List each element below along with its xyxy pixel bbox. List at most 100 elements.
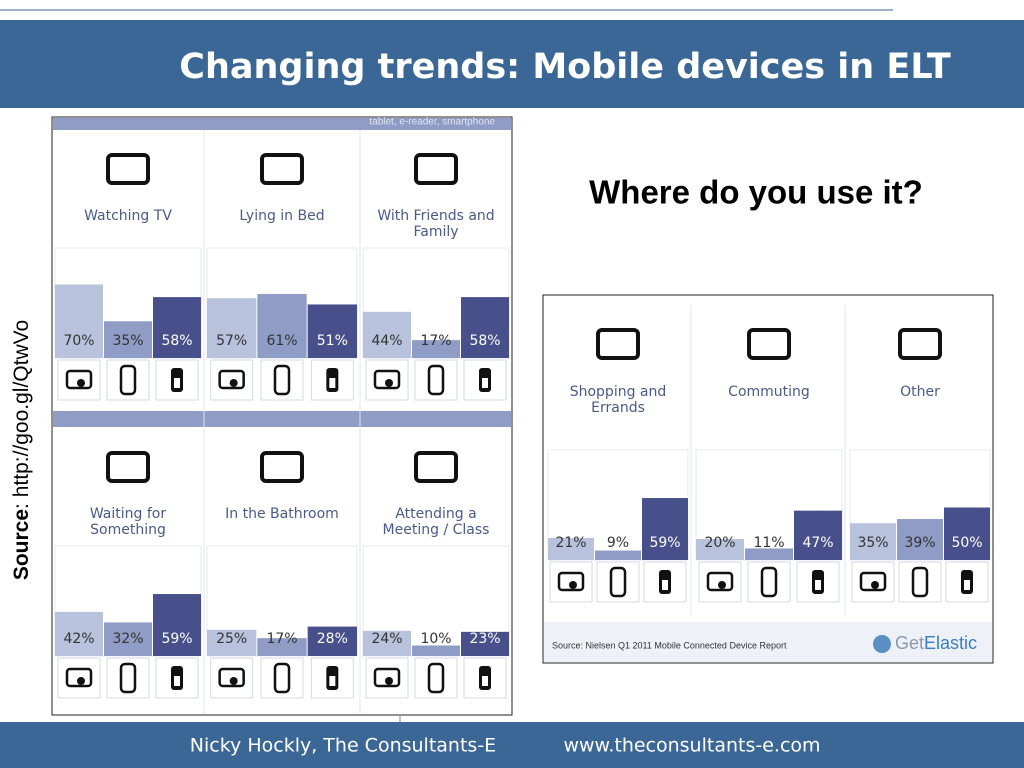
tablet-icon xyxy=(373,369,401,390)
value-label: 59% xyxy=(161,631,192,647)
bar xyxy=(307,304,357,358)
hand xyxy=(718,581,726,589)
bar xyxy=(461,297,509,358)
value-label: 51% xyxy=(317,333,348,349)
value-label: 32% xyxy=(112,631,143,647)
icon xyxy=(260,153,304,185)
tablet-icon xyxy=(218,667,245,688)
reader-icon xyxy=(427,364,445,396)
keys xyxy=(815,580,821,590)
panel-title: Shopping and Errands xyxy=(569,384,667,416)
value-label: 17% xyxy=(420,333,451,349)
value-label: 21% xyxy=(555,535,586,551)
keys xyxy=(662,580,668,590)
bar xyxy=(257,638,307,656)
panel-title: In the Bathroom xyxy=(225,506,339,522)
logo-get: Get xyxy=(895,633,924,653)
icon-box xyxy=(365,359,409,401)
bar xyxy=(548,537,594,560)
keys xyxy=(329,378,336,388)
title-band xyxy=(0,20,1024,108)
bar xyxy=(104,321,152,358)
tablet-icon xyxy=(373,667,401,688)
bar xyxy=(363,630,411,656)
panel-title: With Friends and Family xyxy=(377,208,495,240)
source-url: : http://goo.gl/QtwVo xyxy=(10,320,33,509)
infographic-footer xyxy=(544,622,992,662)
panel-title: Other xyxy=(900,384,940,400)
question: Where do you use it? xyxy=(589,174,923,211)
value-label: 28% xyxy=(317,631,348,647)
value-label: 42% xyxy=(63,631,94,647)
panel-title: Attending a Meeting / Class xyxy=(382,506,490,538)
tablet-icon xyxy=(65,667,93,688)
icon xyxy=(898,328,942,360)
reader-icon xyxy=(273,662,291,694)
value-label: 35% xyxy=(112,333,143,349)
value-label: 58% xyxy=(161,333,192,349)
footer-band xyxy=(0,722,1024,768)
bar xyxy=(745,548,793,560)
hand xyxy=(77,677,85,685)
value-label: 9% xyxy=(607,535,629,551)
reader-icon xyxy=(911,566,929,598)
footer-url: www.theconsultants-e.com xyxy=(563,735,820,757)
value-label: 39% xyxy=(904,535,935,551)
bar xyxy=(595,550,641,560)
tablet-icon xyxy=(65,369,93,390)
tablet-icon xyxy=(859,571,887,592)
panel-title: Commuting xyxy=(728,384,810,400)
bar xyxy=(642,498,688,560)
bar xyxy=(55,611,103,656)
logo-elastic: Elastic xyxy=(924,633,977,653)
bar xyxy=(153,594,201,656)
logo: GetElastic xyxy=(895,633,977,653)
strip xyxy=(53,118,511,130)
icon xyxy=(106,153,150,185)
value-label: 70% xyxy=(63,333,94,349)
panel-title: Lying in Bed xyxy=(239,208,325,224)
value-label: 23% xyxy=(469,631,500,647)
value-label: 20% xyxy=(704,535,735,551)
bar xyxy=(55,284,103,358)
hand xyxy=(385,677,393,685)
strip xyxy=(53,411,511,427)
reader-icon xyxy=(119,662,137,694)
icon xyxy=(260,451,304,483)
tablet-icon xyxy=(218,369,245,390)
hand xyxy=(569,581,577,589)
value-label: 25% xyxy=(216,631,247,647)
reader-icon xyxy=(760,566,778,598)
hand xyxy=(229,379,238,387)
hand xyxy=(77,379,85,387)
value-label: 59% xyxy=(649,535,680,551)
bar xyxy=(412,340,460,358)
bar xyxy=(850,523,896,560)
infographic-header: tablet, e-reader, smartphone xyxy=(369,117,495,128)
value-label: 24% xyxy=(371,631,402,647)
value-label: 58% xyxy=(469,333,500,349)
bar xyxy=(794,510,842,560)
value-label: 11% xyxy=(753,535,784,551)
reader-icon xyxy=(119,364,137,396)
value-label: 57% xyxy=(216,333,247,349)
footer-author: Nicky Hockly, The Consultants-E xyxy=(190,735,496,757)
bar xyxy=(307,626,357,656)
tablet-icon xyxy=(706,571,734,592)
icon xyxy=(414,153,458,185)
keys xyxy=(329,676,336,686)
value-label: 44% xyxy=(371,333,402,349)
bar xyxy=(257,293,307,358)
keys xyxy=(964,580,970,590)
reader-icon xyxy=(273,364,291,396)
bar xyxy=(153,297,201,358)
value-label: 17% xyxy=(266,631,297,647)
logo-mark xyxy=(873,635,891,653)
value-label: 35% xyxy=(857,535,888,551)
source-label: Source xyxy=(10,509,33,580)
bar xyxy=(461,631,509,656)
value-label: 47% xyxy=(802,535,833,551)
value-label: 10% xyxy=(420,631,451,647)
bar xyxy=(696,539,744,560)
